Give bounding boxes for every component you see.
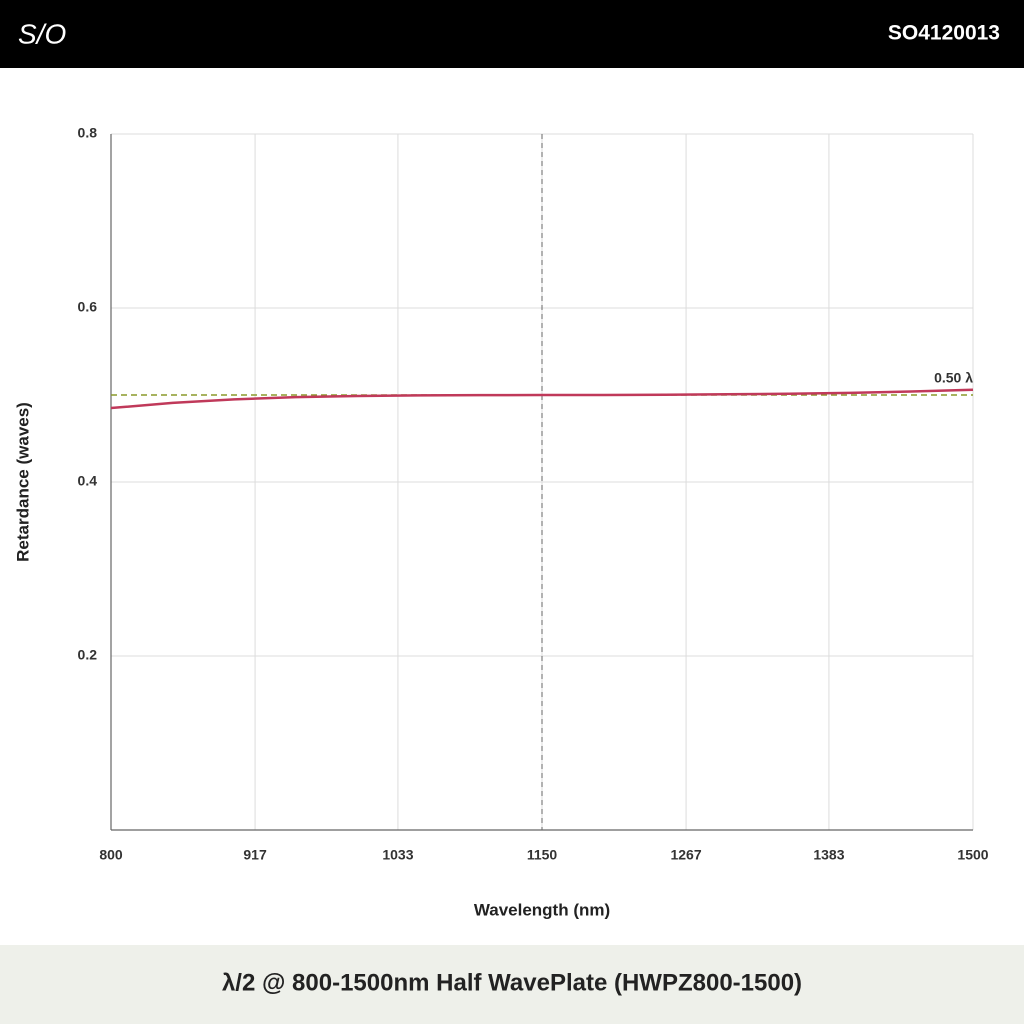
x-tick-label: 800 xyxy=(99,847,123,863)
chart-title: λ/2 @ 800-1500nm Half WavePlate (HWPZ800… xyxy=(222,969,802,996)
product-code: SO4120013 xyxy=(888,22,1000,45)
x-tick-label: 1033 xyxy=(382,847,413,863)
y-tick-label: 0.6 xyxy=(78,299,98,315)
footer-bar xyxy=(0,945,1024,1024)
y-axis-label: Retardance (waves) xyxy=(13,402,32,562)
x-axis-label: Wavelength (nm) xyxy=(474,900,610,919)
x-tick-label: 917 xyxy=(243,847,267,863)
x-tick-label: 1383 xyxy=(813,847,844,863)
x-tick-label: 1150 xyxy=(527,847,558,863)
y-tick-label: 0.2 xyxy=(78,647,98,663)
data-line xyxy=(110,388,974,410)
x-tick-label: 1267 xyxy=(670,847,701,863)
header-bar xyxy=(0,0,1024,68)
reference-label: 0.50 λ xyxy=(934,370,973,386)
y-tick-label: 0.8 xyxy=(78,125,98,141)
plot: 0.2 0.4 0.6 0.8 800 917 1033 1150 1267 1383 1500 0.… xyxy=(78,125,989,863)
y-tick-label: 0.4 xyxy=(78,473,98,489)
x-tick-label: 1500 xyxy=(957,847,988,863)
logo: S/O xyxy=(18,18,66,49)
